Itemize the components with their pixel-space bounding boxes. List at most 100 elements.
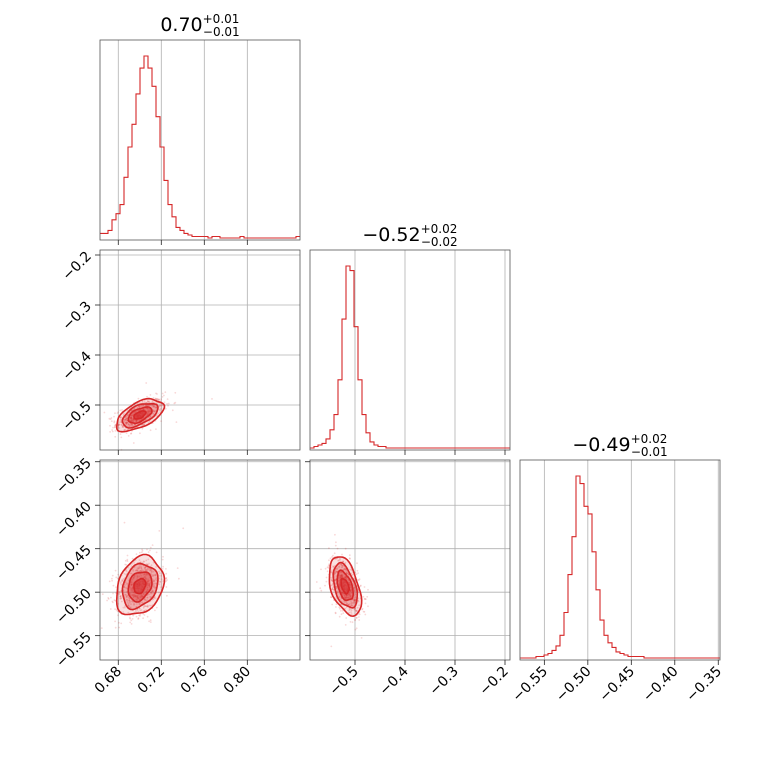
- sample-point: [136, 598, 139, 601]
- sample-point: [139, 405, 142, 408]
- sample-point: [129, 606, 132, 609]
- sample-point: [330, 584, 332, 587]
- sample-point: [345, 617, 348, 619]
- sample-point: [131, 594, 134, 596]
- sample-point: [147, 558, 150, 561]
- sample-point: [146, 596, 149, 599]
- sample-point: [344, 596, 347, 599]
- sample-point: [338, 559, 340, 562]
- sample-point: [121, 425, 124, 427]
- sample-point: [120, 420, 122, 423]
- sample-point: [148, 411, 151, 414]
- sample-point: [356, 610, 358, 613]
- sample-point: [364, 613, 367, 616]
- sample-point: [162, 555, 164, 558]
- sample-point: [356, 606, 359, 609]
- sample-point: [341, 566, 343, 569]
- sample-point: [114, 626, 117, 629]
- sample-point: [167, 402, 170, 405]
- sample-point: [128, 616, 131, 619]
- sample-point: [143, 575, 146, 578]
- sample-point: [158, 530, 161, 532]
- sample-point: [350, 592, 353, 594]
- sample-point: [138, 405, 141, 408]
- sample-point: [320, 589, 323, 592]
- sample-point: [155, 606, 158, 609]
- sample-point: [131, 594, 134, 596]
- sample-point: [155, 402, 158, 404]
- sample-point: [146, 580, 149, 582]
- sample-point: [150, 592, 153, 594]
- sample-point: [133, 576, 135, 579]
- sample-point: [149, 429, 152, 432]
- sample-point: [348, 581, 350, 584]
- sample-point: [148, 585, 151, 588]
- sample-point: [125, 590, 128, 593]
- sample-point: [330, 645, 333, 648]
- sample-point: [117, 614, 119, 617]
- sample-point: [113, 421, 116, 424]
- sample-point: [345, 596, 348, 599]
- sample-point: [341, 591, 344, 594]
- sample-point: [125, 570, 128, 573]
- sample-point: [129, 424, 131, 427]
- sample-point: [139, 551, 141, 554]
- sample-point: [131, 578, 134, 581]
- sample-point: [113, 415, 115, 418]
- sample-point: [354, 619, 356, 622]
- sample-point: [125, 587, 128, 590]
- sample-point: [112, 426, 114, 429]
- sample-point: [343, 576, 346, 578]
- sample-point: [152, 404, 155, 407]
- sample-point: [126, 554, 129, 557]
- sample-point: [363, 597, 366, 600]
- sample-point: [120, 416, 122, 419]
- sample-point: [148, 408, 151, 411]
- sample-point: [111, 430, 114, 433]
- sample-point: [131, 588, 134, 590]
- sample-point: [142, 617, 145, 620]
- sample-point: [145, 404, 147, 407]
- sample-point: [161, 392, 164, 395]
- sample-point: [137, 405, 140, 408]
- sample-point: [144, 569, 147, 571]
- sample-point: [141, 408, 144, 411]
- sample-point: [143, 573, 146, 576]
- sample-point: [349, 584, 352, 586]
- sample-point: [143, 400, 146, 402]
- sample-point: [131, 419, 134, 422]
- sample-point: [125, 569, 128, 571]
- panel-hist-param-2: [309, 249, 511, 451]
- sample-point: [125, 564, 128, 566]
- sample-point: [358, 616, 360, 618]
- sample-point: [122, 414, 125, 416]
- sample-point: [146, 400, 149, 403]
- sample-point: [132, 577, 135, 579]
- sample-point: [146, 418, 149, 421]
- sample-point: [331, 583, 334, 585]
- sample-point: [340, 575, 342, 577]
- sample-point: [138, 559, 141, 561]
- sample-point: [155, 407, 158, 410]
- sample-point: [146, 605, 149, 608]
- sample-point: [138, 570, 141, 573]
- sample-point: [149, 415, 152, 418]
- sample-point: [349, 589, 352, 592]
- sample-point: [133, 603, 136, 606]
- sample-point: [120, 622, 123, 625]
- sample-point: [345, 594, 348, 597]
- sample-point: [156, 397, 159, 400]
- sample-point: [120, 581, 123, 583]
- sample-point: [114, 412, 116, 415]
- xtick-label-param-3-3: −0.40: [640, 664, 682, 706]
- sample-point: [137, 567, 140, 570]
- sample-point: [131, 581, 134, 583]
- sample-point: [345, 577, 348, 579]
- sample-point: [348, 594, 350, 596]
- sample-point: [153, 405, 156, 408]
- sample-point: [165, 572, 168, 575]
- sample-point: [340, 571, 342, 573]
- sample-point: [353, 587, 356, 589]
- sample-point: [167, 404, 169, 407]
- sample-point: [147, 580, 149, 583]
